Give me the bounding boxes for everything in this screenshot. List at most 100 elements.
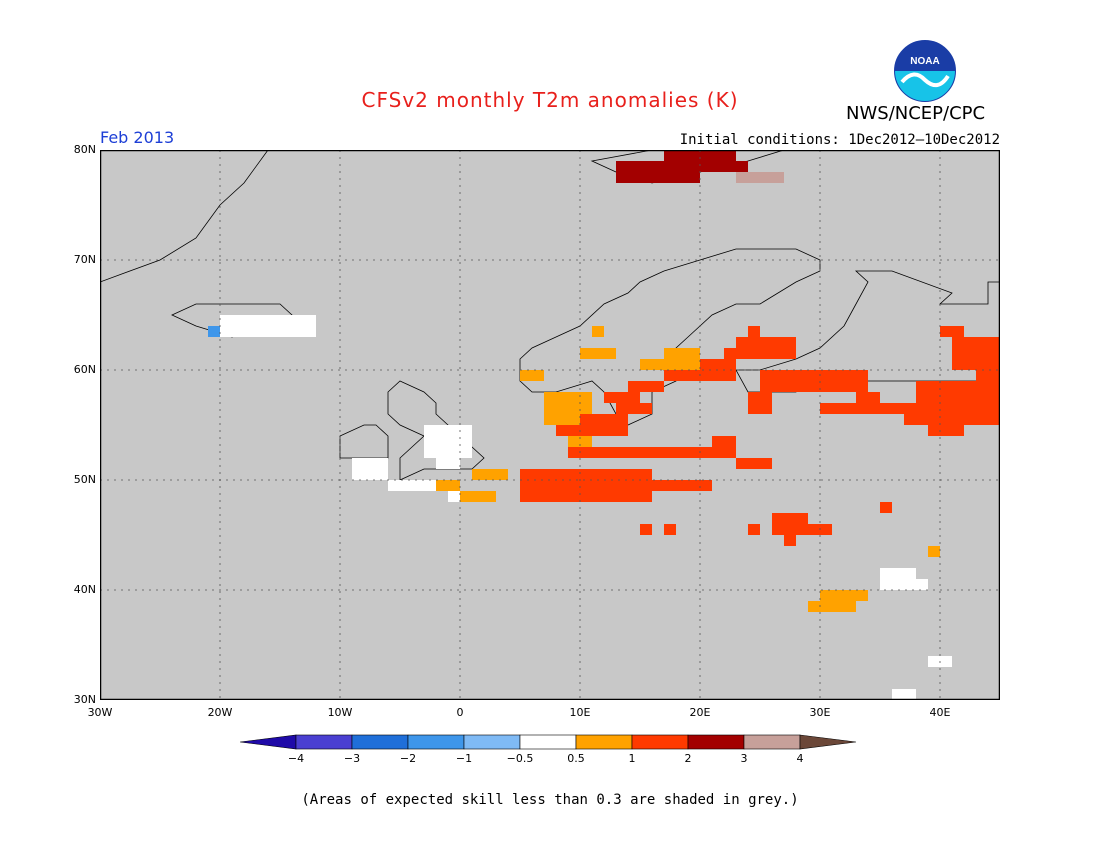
anomaly-cell-warm-05-1 xyxy=(580,348,616,359)
anomaly-cell-warm-05-1 xyxy=(436,480,460,491)
anomaly-cell-weak-cold xyxy=(208,326,220,337)
anomaly-cell-warm-1-2 xyxy=(664,370,700,381)
initial-conditions: Initial conditions: 1Dec2012—10Dec2012 xyxy=(679,132,1000,148)
forecast-period: Feb 2013 xyxy=(100,128,175,147)
anomaly-cell-warm-1-2 xyxy=(568,447,736,458)
anomaly-cell-warm-1-2 xyxy=(748,392,772,414)
anomaly-cell-warm-1-2 xyxy=(664,447,688,458)
colorbar-tick-label: 4 xyxy=(796,752,804,765)
lat-tick-label: 80N xyxy=(73,143,96,156)
anomaly-cell-warm-3-4 xyxy=(736,172,784,183)
colorbar-swatch xyxy=(575,734,633,750)
lat-tick-label: 50N xyxy=(73,473,96,486)
anomaly-cell-warm-1-2 xyxy=(532,480,544,491)
map-frame xyxy=(100,150,1000,700)
anomaly-cell-warm-1-2 xyxy=(580,414,628,436)
lon-tick-label: 20W xyxy=(207,706,233,719)
colorbar-tick-label: 0.5 xyxy=(567,752,585,765)
anomaly-cell-neutral xyxy=(424,425,472,458)
anomaly-cell-neutral xyxy=(220,315,316,337)
anomaly-cell-neutral xyxy=(904,579,928,590)
anomaly-cell-neutral xyxy=(436,458,460,469)
lon-tick-label: 20E xyxy=(689,706,711,719)
colorbar-tick-label: −2 xyxy=(399,752,417,765)
anomaly-cell-warm-2-3 xyxy=(664,150,736,161)
anomaly-cell-warm-05-1 xyxy=(472,469,484,480)
colorbar-tick-label: −0.5 xyxy=(506,752,534,765)
lon-tick-label: 0 xyxy=(456,706,464,719)
anomaly-cell-warm-1-2 xyxy=(796,524,832,535)
colorbar-swatch xyxy=(799,734,857,750)
anomaly-cell-warm-05-1 xyxy=(844,590,868,601)
anomaly-cell-warm-05-1 xyxy=(928,546,940,557)
colorbar-swatch xyxy=(743,734,801,750)
anomaly-cell-warm-05-1 xyxy=(568,436,592,447)
anomaly-cell-warm-1-2 xyxy=(880,502,892,513)
anomaly-map xyxy=(100,150,1000,700)
anomaly-cell-warm-1-2 xyxy=(616,403,652,414)
anomaly-cell-warm-05-1 xyxy=(808,601,856,612)
colorbar-tick-label: −4 xyxy=(287,752,305,765)
anomaly-cells-layer xyxy=(208,150,1000,700)
colorbar-tick-label: 1 xyxy=(628,752,636,765)
anomaly-cell-warm-1-2 xyxy=(616,480,712,491)
colorbar-swatch xyxy=(295,734,353,750)
chart-title: CFSv2 monthly T2m anomalies (K) xyxy=(361,88,739,112)
colorbar-swatch xyxy=(519,734,577,750)
colorbar-tick-label: 2 xyxy=(684,752,692,765)
anomaly-cell-warm-1-2 xyxy=(784,381,856,392)
anomaly-cell-warm-1-2 xyxy=(640,524,652,535)
colorbar xyxy=(240,734,857,750)
lon-tick-label: 30E xyxy=(809,706,831,719)
lat-tick-label: 60N xyxy=(73,363,96,376)
anomaly-cell-warm-2-3 xyxy=(700,161,724,172)
coastline-greenland_edge xyxy=(100,150,269,283)
anomaly-cell-neutral xyxy=(352,458,388,480)
anomaly-cell-warm-1-2 xyxy=(748,524,760,535)
anomaly-cell-warm-1-2 xyxy=(736,458,772,469)
agency-label: NWS/NCEP/CPC xyxy=(846,103,986,124)
anomaly-cell-warm-1-2 xyxy=(952,337,1000,370)
anomaly-cell-warm-1-2 xyxy=(820,403,916,414)
anomaly-cell-warm-2-3 xyxy=(724,161,748,172)
colorbar-swatch xyxy=(407,734,465,750)
graticule-layer xyxy=(100,150,1000,700)
anomaly-cell-warm-1-2 xyxy=(724,348,796,359)
anomaly-cell-warm-2-3 xyxy=(616,161,700,183)
anomaly-cell-warm-05-1 xyxy=(592,326,604,337)
anomaly-cell-warm-1-2 xyxy=(604,392,640,403)
lat-tick-label: 70N xyxy=(73,253,96,266)
anomaly-cell-warm-1-2 xyxy=(736,337,796,348)
lat-tick-label: 30N xyxy=(73,693,96,706)
anomaly-cell-warm-1-2 xyxy=(784,535,796,546)
anomaly-cell-warm-1-2 xyxy=(856,392,880,403)
lon-tick-label: 30W xyxy=(87,706,113,719)
logo-text: NOAA xyxy=(910,56,939,67)
anomaly-cell-warm-05-1 xyxy=(484,469,508,480)
colorbar-tick-label: −1 xyxy=(455,752,473,765)
anomaly-cell-warm-1-2 xyxy=(748,326,760,337)
anomaly-cell-warm-1-2 xyxy=(940,326,964,337)
anomaly-cell-warm-05-1 xyxy=(460,491,496,502)
anomaly-cell-neutral xyxy=(892,689,916,700)
anomaly-cell-neutral xyxy=(388,480,436,491)
lat-tick-label: 40N xyxy=(73,583,96,596)
coastline-britain xyxy=(387,380,485,481)
colorbar-tick-label: −3 xyxy=(343,752,361,765)
colorbar-swatch xyxy=(687,734,745,750)
colorbar-swatch xyxy=(240,734,297,750)
noaa-logo: NOAA xyxy=(894,40,956,102)
lon-tick-label: 10E xyxy=(569,706,591,719)
anomaly-cell-warm-05-1 xyxy=(640,359,664,370)
lon-tick-label: 10W xyxy=(327,706,353,719)
anomaly-cell-warm-1-2 xyxy=(628,381,664,392)
colorbar-swatch xyxy=(463,734,521,750)
skill-footnote: (Areas of expected skill less than 0.3 a… xyxy=(301,792,799,808)
lon-tick-label: 40E xyxy=(929,706,951,719)
anomaly-cell-warm-1-2 xyxy=(664,524,676,535)
anomaly-cell-warm-1-2 xyxy=(556,425,592,436)
anomaly-cell-warm-1-2 xyxy=(712,436,736,447)
colorbar-swatch xyxy=(351,734,409,750)
colorbar-swatch xyxy=(631,734,689,750)
anomaly-cell-warm-05-1 xyxy=(664,348,700,370)
